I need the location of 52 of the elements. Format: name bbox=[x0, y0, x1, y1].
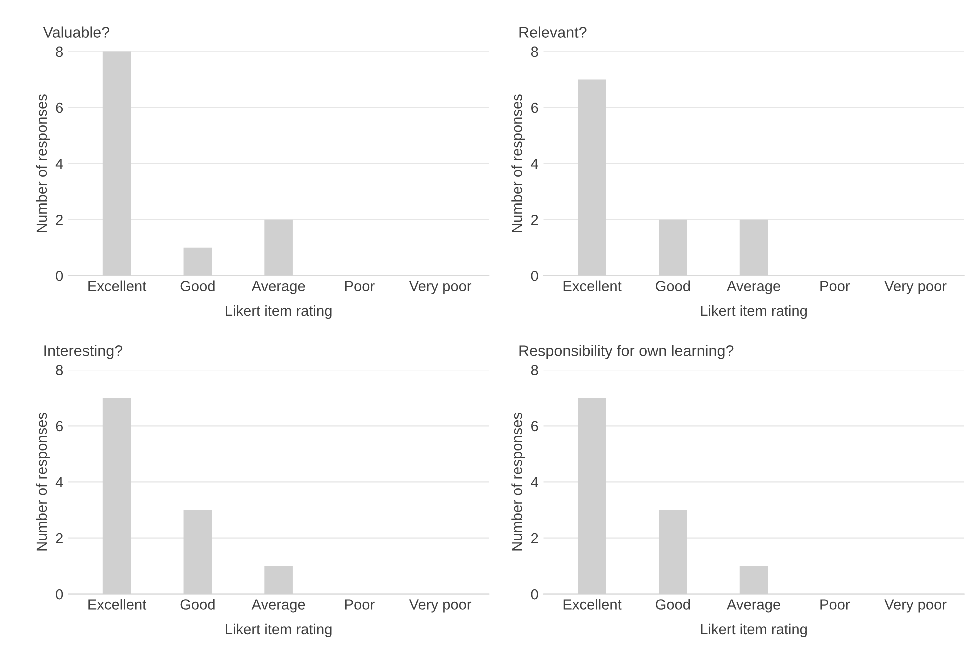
y-tick-label: 6 bbox=[56, 421, 64, 432]
chart-title: Valuable? bbox=[43, 26, 110, 38]
y-tick-label: 2 bbox=[532, 533, 538, 544]
y-tick-label: 0 bbox=[531, 589, 538, 600]
x-tick-label: Good bbox=[180, 280, 215, 292]
x-tick-label: Average bbox=[727, 600, 780, 613]
y-tick-label: 6 bbox=[532, 421, 538, 432]
y-tick-label: 2 bbox=[532, 214, 538, 226]
y-axis-title: Number of responses bbox=[36, 94, 50, 232]
x-tick-label: Average bbox=[252, 600, 306, 613]
x-tick-label: Good bbox=[180, 599, 215, 610]
x-tick-label: Poor bbox=[820, 281, 850, 292]
x-tick-label: Average bbox=[252, 281, 306, 294]
y-tick-label: 2 bbox=[56, 214, 63, 226]
y-tick-label: 8 bbox=[531, 46, 538, 58]
x-tick-label: Good bbox=[656, 599, 690, 610]
y-axis-title: Number of responses bbox=[36, 413, 50, 551]
x-tick-label: Very poor bbox=[884, 600, 947, 613]
y-axis-title: Number of responses bbox=[512, 413, 526, 551]
x-tick-label: Excellent bbox=[564, 280, 622, 292]
y-tick-label: 0 bbox=[56, 271, 64, 282]
chart-title: Relevant? bbox=[520, 26, 587, 38]
y-tick-label: 8 bbox=[56, 365, 64, 376]
x-tick-label: Excellent bbox=[564, 599, 622, 610]
chart-title: Responsibility for own learning? bbox=[520, 345, 734, 360]
y-tick-label: 2 bbox=[56, 533, 63, 544]
y-tick-label: 8 bbox=[56, 46, 64, 58]
y-tick-label: 4 bbox=[531, 159, 538, 170]
x-tick-label: Excellent bbox=[88, 280, 147, 292]
y-tick-label: 0 bbox=[531, 271, 538, 282]
x-tick-label: Poor bbox=[345, 281, 375, 292]
y-tick-label: 4 bbox=[56, 159, 64, 170]
y-tick-label: 4 bbox=[56, 477, 64, 488]
x-axis-title: Likert item rating bbox=[226, 305, 332, 320]
x-axis-title: Likert item rating bbox=[701, 305, 807, 320]
x-tick-label: Poor bbox=[345, 600, 375, 610]
x-tick-label: Excellent bbox=[88, 599, 147, 610]
x-tick-label: Average bbox=[727, 281, 780, 294]
x-tick-label: Very poor bbox=[884, 281, 947, 294]
chart-title: Interesting? bbox=[44, 345, 123, 360]
y-tick-label: 6 bbox=[56, 102, 64, 114]
y-tick-label: 8 bbox=[531, 365, 538, 376]
y-axis-title: Number of responses bbox=[512, 94, 526, 232]
x-tick-label: Very poor bbox=[409, 281, 472, 294]
y-tick-label: 6 bbox=[532, 102, 538, 114]
x-tick-label: Very poor bbox=[409, 600, 472, 613]
y-tick-label: 4 bbox=[531, 477, 538, 488]
x-axis-title: Likert item rating bbox=[226, 624, 332, 638]
y-tick-label: 0 bbox=[56, 589, 64, 600]
x-tick-label: Good bbox=[656, 280, 690, 292]
x-axis-title: Likert item rating bbox=[701, 624, 807, 638]
x-tick-label: Poor bbox=[820, 600, 850, 610]
